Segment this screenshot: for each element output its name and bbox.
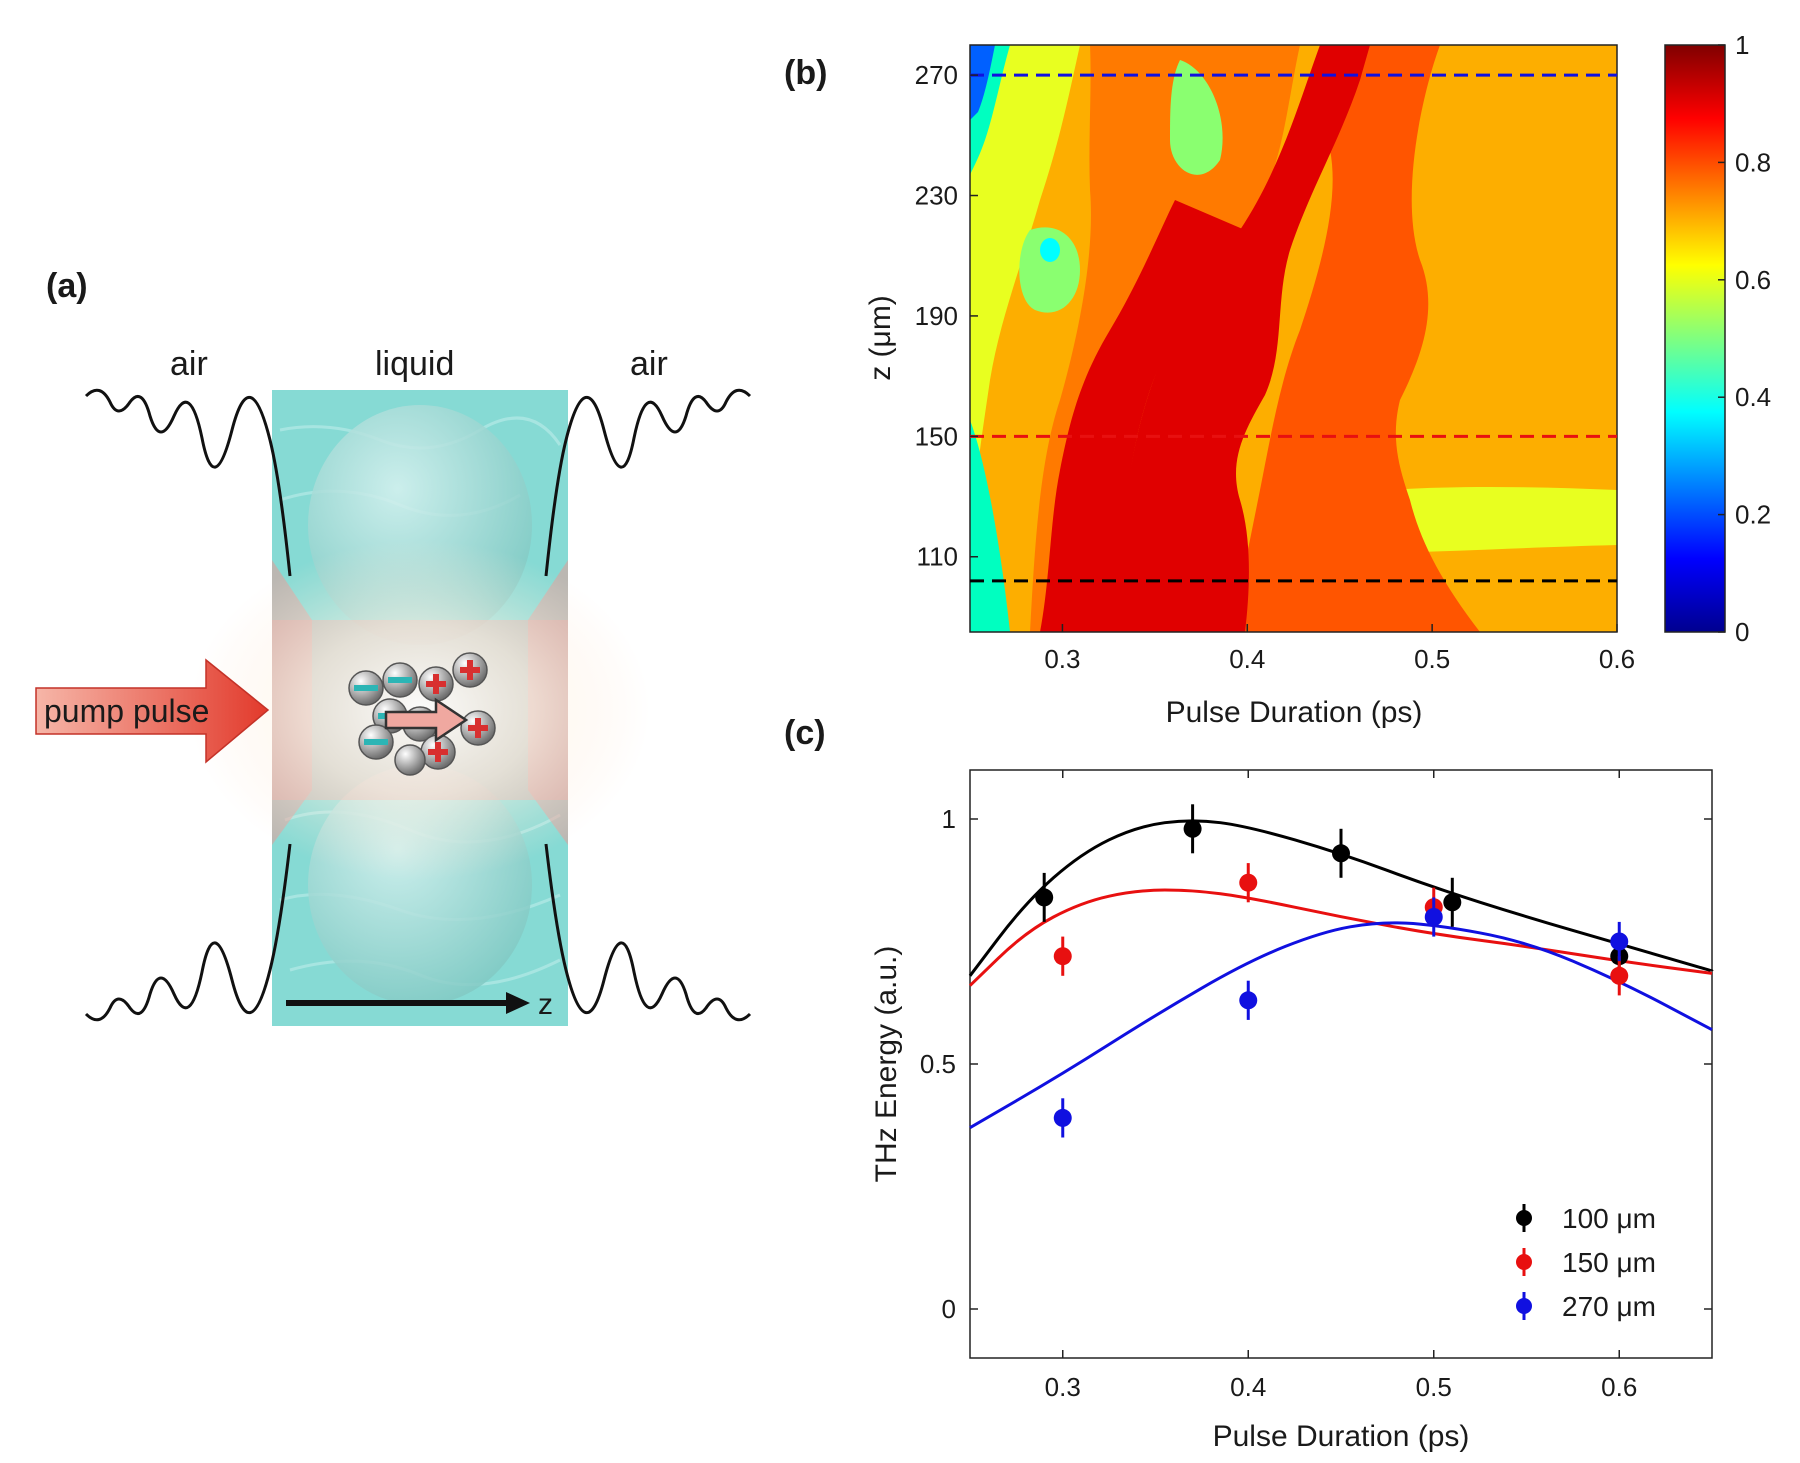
heatmap-ticks: 0.3 0.4 0.5 0.6 110 150 190 230 270	[915, 60, 1635, 674]
line-chart-y-axis-title: THz Energy (a.u.)	[870, 946, 903, 1183]
line-chart-y-tick-label: 0	[942, 1294, 956, 1324]
heatmap-x-tick-label: 0.5	[1414, 644, 1450, 674]
heatmap-y-tick-label: 270	[915, 60, 958, 90]
right-air-label: air	[630, 345, 668, 383]
line-chart-y-tick-label: 0.5	[920, 1049, 956, 1079]
colorbar-ticks: 0 0.2 0.4 0.6 0.8 1	[1718, 30, 1771, 647]
heatmap-y-tick-label: 230	[915, 181, 958, 211]
data-point	[1239, 873, 1258, 892]
pump-pulse-label: pump pulse	[44, 693, 209, 729]
colorbar-tick-label: 1	[1735, 30, 1749, 60]
colorbar-tick-label: 0	[1735, 617, 1749, 647]
left-air-label: air	[170, 345, 208, 383]
heatmap-frame	[969, 44, 1618, 633]
contour-level-0-40-spot	[1040, 238, 1060, 262]
fit-curve-2	[968, 888, 1713, 987]
data-point	[1035, 888, 1054, 907]
heatmap-x-tick-label: 0.3	[1044, 644, 1080, 674]
legend: 100 μm 150 μm 270 μm	[1516, 1203, 1656, 1322]
data-point	[1424, 908, 1443, 926]
heatmap-y-tick-label: 190	[915, 301, 958, 331]
fit-curves	[968, 819, 1714, 1129]
data-point	[1053, 1108, 1072, 1127]
colorbar-tick-label: 0.8	[1735, 147, 1771, 177]
colorbar-tick-label: 0.6	[1735, 265, 1771, 295]
contour-level-0-85	[1230, 45, 1480, 632]
legend-marker	[1516, 1298, 1532, 1314]
contour-level-0-50-top	[1170, 60, 1223, 175]
line-chart-ticks: 0.3 0.4 0.5 0.6 0 0.5 1	[920, 770, 1712, 1402]
reference-lines	[970, 73, 1617, 583]
line-chart-x-tick-label: 0.5	[1416, 1372, 1452, 1402]
data-point	[1239, 991, 1258, 1010]
z-axis-arrowhead-icon	[506, 992, 530, 1014]
panel-a-label: (a)	[46, 267, 88, 305]
line-chart-panel: (c) 0.3 0.4 0.5 0.6 0 0.5 1 100 μm 150 μm 270 μm…	[784, 714, 1714, 1453]
heatmap-x-tick-label: 0.6	[1599, 644, 1635, 674]
line-chart-x-tick-label: 0.3	[1045, 1372, 1081, 1402]
schematic-panel: (a) air liquid air	[35, 267, 752, 1026]
data-point	[1610, 932, 1629, 951]
data-point	[1183, 819, 1202, 838]
contour-level-0-40-lower	[970, 420, 1010, 632]
z-axis-label: z	[538, 988, 553, 1021]
current-arrow-icon	[384, 697, 469, 743]
heatmap-x-tick-label: 0.4	[1229, 644, 1265, 674]
heatmap-y-tick-label: 150	[915, 421, 958, 451]
contour-level-0-50-mid	[1019, 227, 1080, 313]
ion-cluster	[348, 652, 496, 776]
data-point	[1610, 966, 1629, 985]
colorbar-tick-label: 0.4	[1735, 382, 1771, 412]
colorbar-tick-label: 0.2	[1735, 500, 1771, 530]
heatmap-y-tick-label: 110	[917, 542, 958, 572]
legend-label: 150 μm	[1562, 1247, 1656, 1278]
liquid-label: liquid	[375, 345, 454, 383]
colorbar	[1664, 44, 1726, 633]
legend-label: 100 μm	[1562, 1203, 1656, 1234]
data-point	[1332, 844, 1350, 863]
contour-level-0-95	[1120, 45, 1370, 632]
heatmap-y-axis-title: z (μm)	[864, 295, 897, 381]
line-chart-x-axis-title: Pulse Duration (ps)	[1213, 1420, 1470, 1453]
fit-curve-3	[969, 921, 1714, 1129]
contour-level-0-60-left	[970, 45, 1080, 632]
legend-label: 270 μm	[1562, 1291, 1656, 1322]
data-point	[1053, 947, 1072, 966]
line-chart-x-tick-label: 0.6	[1601, 1372, 1637, 1402]
panel-c-label: (c)	[784, 714, 826, 752]
heatmap-contours	[970, 45, 1617, 632]
contour-level-0-95-lower	[1040, 200, 1245, 632]
data-point	[1443, 893, 1462, 912]
legend-marker	[1516, 1210, 1532, 1226]
fit-curve-1	[968, 819, 1713, 977]
heatmap-panel: (b) 0.3 0.4 0.5 0.6 110 150 190 230 270 Pulse Du…	[784, 30, 1771, 729]
heatmap-x-axis-title: Pulse Duration (ps)	[1166, 696, 1423, 729]
line-chart-y-tick-label: 1	[942, 804, 956, 834]
contour-level-0-20	[970, 45, 995, 120]
panel-b-label: (b)	[784, 54, 827, 92]
pump-pulse-arrow-icon	[35, 658, 270, 764]
legend-marker	[1516, 1254, 1532, 1270]
line-chart-x-tick-label: 0.4	[1230, 1372, 1266, 1402]
data-points	[1035, 804, 1629, 1138]
thz-emission-waves	[84, 388, 752, 1022]
